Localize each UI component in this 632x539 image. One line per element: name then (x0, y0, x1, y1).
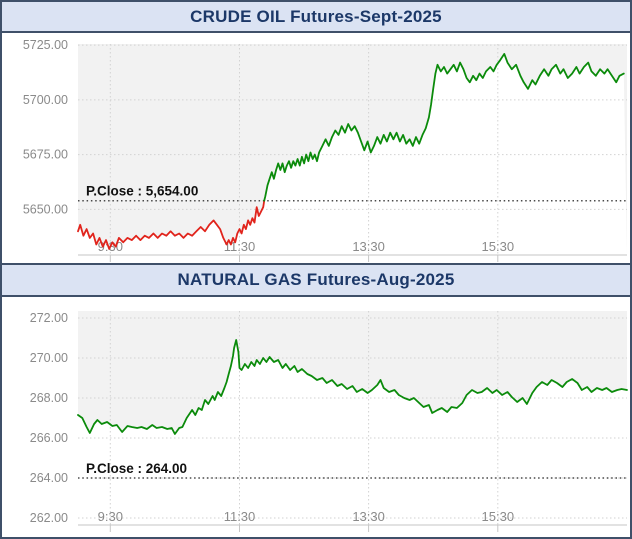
y-axis-label: 262.00 (30, 511, 68, 525)
under-line-area (78, 53, 627, 256)
natural-gas-chart: 272.00 270.00 268.00 266.00 264.00 262.00 9:30… (2, 297, 630, 537)
y-axis-label: 5650.00 (23, 202, 68, 216)
natural-gas-title-bar: NATURAL GAS Futures-Aug-2025 (2, 263, 630, 297)
x-axis-label: 15:30 (482, 239, 515, 254)
y-axis-label: 268.00 (30, 391, 68, 405)
x-axis-label: 13:30 (352, 509, 385, 524)
under-line-area (78, 340, 627, 525)
crude-oil-chart: 5725.00 5700.00 5675.00 5650.00 9:30 11:30 13:… (2, 33, 630, 263)
x-axis-label: 11:30 (224, 509, 256, 524)
x-axis-label: 13:30 (352, 239, 385, 254)
chart-canvas: 272.00 270.00 268.00 266.00 264.00 262.00 9:30… (30, 311, 628, 532)
y-axis-label: 5675.00 (23, 148, 68, 162)
x-axis-label: 9:30 (98, 509, 123, 524)
price-line-above-prev-close (77, 339, 628, 435)
pclose-label: P.Close : 264.00 (86, 461, 187, 476)
y-axis-label: 5700.00 (23, 93, 68, 107)
y-axis-label: 270.00 (30, 351, 68, 365)
y-axis-label: 272.00 (30, 311, 68, 325)
price-line-above-prev-close (263, 52, 625, 202)
crude-oil-title-bar: CRUDE OIL Futures-Sept-2025 (2, 2, 630, 33)
y-axis-label: 264.00 (30, 471, 68, 485)
x-axis-label: 15:30 (482, 509, 515, 524)
price-line-below-prev-close (77, 199, 266, 250)
pclose-label: P.Close : 5,654.00 (86, 184, 198, 199)
y-axis-label: 266.00 (30, 431, 68, 445)
y-axis-label: 5725.00 (23, 38, 68, 52)
